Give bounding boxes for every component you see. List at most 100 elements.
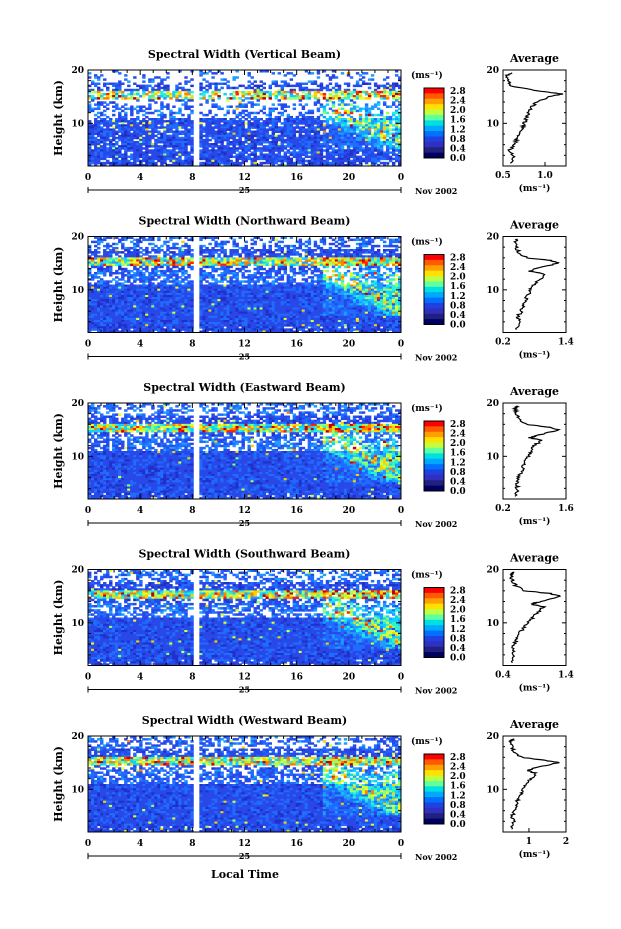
heatmap-cell <box>121 83 124 85</box>
heatmap-cell <box>232 253 235 255</box>
heatmap-cell <box>184 257 187 259</box>
heatmap-cell <box>133 97 136 99</box>
heatmap-cell <box>178 112 181 114</box>
heatmap-cell <box>272 93 275 95</box>
heatmap-cell <box>245 160 248 162</box>
heatmap-cell <box>190 105 193 107</box>
heatmap-cell <box>338 103 341 105</box>
heatmap-cell <box>341 249 344 251</box>
heatmap-cell <box>308 253 311 255</box>
heatmap-cell <box>314 122 317 124</box>
heatmap-cell <box>389 124 392 126</box>
heatmap-cell <box>148 243 151 245</box>
heatmap-cell <box>263 112 266 114</box>
heatmap-cell <box>299 247 302 249</box>
heatmap-cell <box>103 78 106 80</box>
heatmap-cell <box>350 239 353 241</box>
heatmap-cell <box>275 108 278 110</box>
average-profile-line <box>506 73 563 164</box>
heatmap-cell <box>142 114 145 116</box>
heatmap-cell <box>386 276 389 278</box>
heatmap-cell <box>151 80 154 82</box>
heatmap-cell <box>251 91 254 93</box>
heatmap-cell <box>124 270 127 272</box>
heatmap-cell <box>172 126 175 128</box>
heatmap-cell <box>133 93 136 95</box>
heatmap-cell <box>281 114 284 116</box>
heatmap-cell <box>232 264 235 266</box>
heatmap-cell <box>248 80 251 82</box>
heatmap <box>88 237 401 333</box>
heatmap-cell <box>157 141 160 143</box>
heatmap-cell <box>338 99 341 101</box>
colorbar-swatch <box>424 147 444 153</box>
heatmap-cell <box>353 101 356 103</box>
heatmap-cell <box>208 276 211 278</box>
heatmap-cell <box>235 76 238 78</box>
heatmap-cell <box>350 145 353 147</box>
heatmap-cell <box>148 251 151 253</box>
heatmap-cell <box>305 83 308 85</box>
heatmap-cell <box>392 103 395 105</box>
heatmap-cell <box>320 128 323 130</box>
heatmap-cell <box>320 241 323 243</box>
heatmap-cell <box>211 278 214 280</box>
heatmap-cell <box>293 91 296 93</box>
heatmap-cell <box>94 91 97 93</box>
heatmap-cell <box>151 137 154 139</box>
heatmap-cell <box>278 112 281 114</box>
heatmap-cell <box>392 153 395 155</box>
heatmap-cell <box>232 112 235 114</box>
heatmap-cell <box>365 245 368 247</box>
heatmap-cell <box>266 141 269 143</box>
heatmap-cell <box>293 274 296 276</box>
heatmap-cell <box>124 108 127 110</box>
heatmap-cell <box>205 266 208 268</box>
heatmap-cell <box>293 103 296 105</box>
heatmap-cell <box>118 91 121 93</box>
heatmap-cell <box>217 268 220 270</box>
heatmap-cell <box>350 112 353 114</box>
heatmap-cell <box>338 108 341 110</box>
heatmap-cell <box>202 87 205 89</box>
heatmap-cell <box>380 114 383 116</box>
heatmap-cell <box>88 85 91 87</box>
heatmap-cell <box>395 249 398 251</box>
heatmap-cell <box>287 85 290 87</box>
heatmap-cell <box>311 83 314 85</box>
heatmap-cell <box>94 108 97 110</box>
heatmap-cell <box>103 85 106 87</box>
heatmap-cell <box>97 108 100 110</box>
heatmap-cell <box>208 97 211 99</box>
heatmap-cell <box>166 76 169 78</box>
heatmap-cell <box>302 122 305 124</box>
heatmap-cell <box>293 97 296 99</box>
heatmap-cell <box>323 270 326 272</box>
heatmap-cell <box>353 85 356 87</box>
heatmap-cell <box>350 156 353 158</box>
heatmap-cell <box>226 241 229 243</box>
heatmap-cell <box>97 116 100 118</box>
colorbar-tick-label: 2.8 <box>450 87 466 97</box>
heatmap-cell <box>368 114 371 116</box>
heatmap-cell <box>190 151 193 153</box>
heatmap-cell <box>389 147 392 149</box>
heatmap-cell <box>356 105 359 107</box>
heatmap-cell <box>287 97 290 99</box>
heatmap-cell <box>172 112 175 114</box>
heatmap-cell <box>109 124 112 126</box>
heatmap-cell <box>223 139 226 141</box>
heatmap-cell <box>100 158 103 160</box>
heatmap-cell <box>386 87 389 89</box>
heatmap-cell <box>365 93 368 95</box>
heatmap-cell <box>332 143 335 145</box>
heatmap-cell <box>145 270 148 272</box>
heatmap-cell <box>211 105 214 107</box>
heatmap-cell <box>344 83 347 85</box>
heatmap-cell <box>326 126 329 128</box>
y-axis-label: Height (km) <box>52 247 65 323</box>
heatmap-cell <box>287 151 290 153</box>
heatmap-cell <box>314 103 317 105</box>
heatmap-cell <box>235 245 238 247</box>
colorbar-unit: (ms⁻¹) <box>411 70 443 81</box>
